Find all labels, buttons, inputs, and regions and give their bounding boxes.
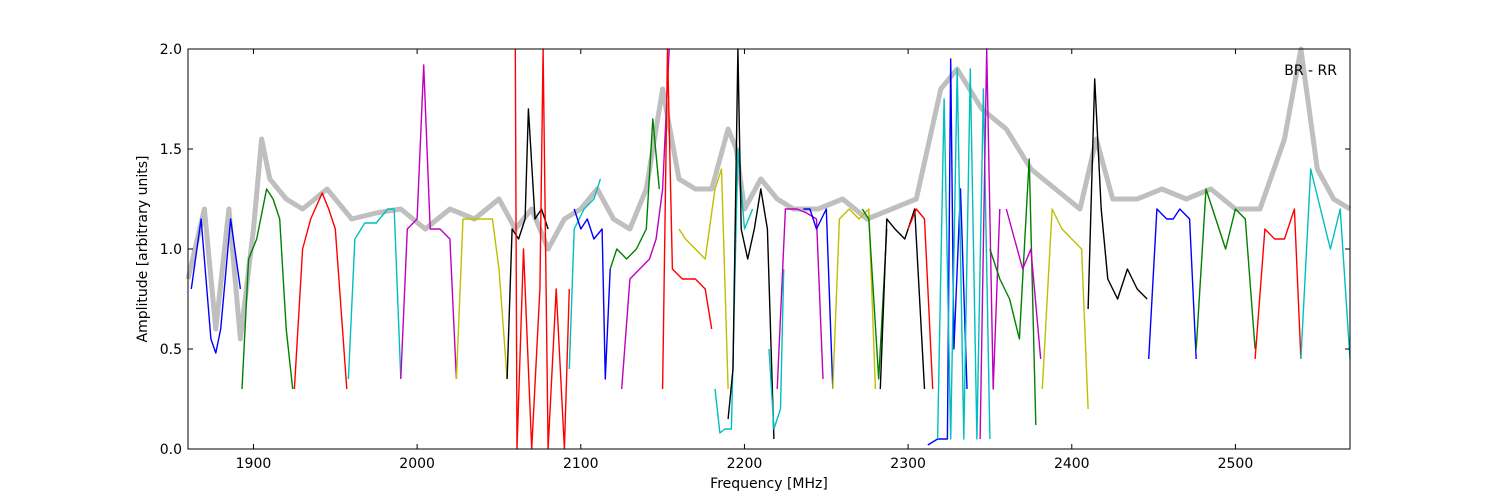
series-line-4 (347, 208, 402, 380)
series-line-3 (293, 192, 348, 390)
x-tick-label-0: 1900 (236, 456, 272, 472)
series-line-8 (514, 48, 570, 450)
series-line-12 (621, 48, 670, 390)
x-axis-label: Frequency [MHz] (710, 476, 828, 492)
y-tick-label-3: 1.5 (160, 142, 182, 158)
series-line-31 (1148, 208, 1197, 360)
y-tick-label-4: 2.0 (160, 42, 182, 58)
series-line-29 (1041, 208, 1089, 410)
series-line-5 (400, 64, 458, 380)
x-tick-label-2: 2100 (563, 456, 599, 472)
x-tick-label-3: 2200 (727, 456, 763, 472)
series-line-32 (1195, 188, 1256, 350)
chart-annotation: BR - RR (1284, 63, 1337, 79)
series-line-30 (1087, 78, 1148, 310)
series-line-34 (1300, 168, 1351, 360)
series-line-25 (936, 68, 991, 440)
series-layer (185, 46, 1352, 450)
x-tick-label-4: 2300 (890, 456, 926, 472)
series-line-2 (241, 188, 294, 390)
series-line-6 (455, 218, 508, 380)
y-tick-label-1: 0.5 (160, 342, 182, 358)
series-line-26 (979, 48, 1001, 440)
x-tick-label-1: 2000 (399, 456, 435, 472)
series-line-0 (185, 46, 1352, 342)
y-tick-label-2: 1.0 (160, 242, 182, 258)
series-line-18 (776, 208, 824, 390)
series-line-27 (989, 158, 1037, 426)
series-line-19 (803, 208, 834, 390)
y-tick-label-0: 0.0 (160, 442, 182, 458)
series-line-28 (1005, 208, 1042, 360)
x-tick-label-6: 2500 (1218, 456, 1254, 472)
y-axis-label: Amplitude [arbitrary units] (135, 156, 151, 343)
series-line-16 (727, 48, 775, 440)
x-tick-label-5: 2400 (1054, 456, 1090, 472)
series-line-11 (609, 118, 660, 270)
series-line-9 (568, 178, 602, 370)
series-line-33 (1254, 208, 1302, 360)
series-line-23 (907, 208, 934, 390)
series-line-1 (190, 218, 242, 354)
series-line-17 (768, 268, 785, 430)
series-line-14 (678, 168, 729, 390)
series-line-22 (879, 208, 926, 390)
ticks-layer: 1900 2000 2100 2200 2300 2400 2500 0.0 0.5 1.0 1.5… (160, 42, 1350, 472)
series-line-10 (573, 208, 611, 380)
series-line-21 (861, 208, 888, 380)
series-line-15 (714, 148, 754, 434)
